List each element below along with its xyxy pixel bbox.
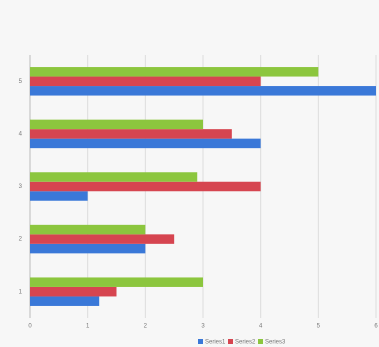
x-tick-label: 5 [317, 324, 321, 330]
bar [30, 296, 100, 306]
bar [30, 181, 261, 192]
legend-swatch [258, 339, 263, 344]
legend-swatch [198, 339, 203, 344]
x-tick-label: 6 [374, 324, 378, 330]
bar [30, 129, 232, 139]
y-tick-label: 2 [19, 237, 23, 243]
y-tick-label: 5 [19, 79, 23, 85]
x-tick-label: 0 [28, 324, 32, 330]
bar [30, 67, 319, 77]
x-tick-label: 1 [86, 324, 90, 330]
bar [30, 138, 261, 149]
y-tick-label: 3 [19, 184, 23, 190]
bar [30, 191, 88, 201]
bar [30, 234, 175, 244]
legend-label: Series1 [205, 340, 226, 346]
x-tick-label: 2 [144, 324, 148, 330]
bar [30, 119, 203, 130]
x-tick-label: 4 [259, 324, 263, 330]
y-tick-label: 1 [19, 289, 23, 295]
bar [30, 286, 117, 297]
legend-swatch [228, 339, 233, 344]
x-tick-label: 3 [201, 324, 205, 330]
legend-label: Series3 [265, 340, 286, 346]
bar [30, 277, 203, 287]
legend-label: Series2 [235, 340, 256, 346]
bar [30, 243, 146, 254]
bar [30, 86, 376, 96]
bar [30, 76, 261, 87]
y-tick-label: 4 [19, 131, 23, 137]
bar [30, 224, 146, 235]
bar [30, 172, 198, 182]
